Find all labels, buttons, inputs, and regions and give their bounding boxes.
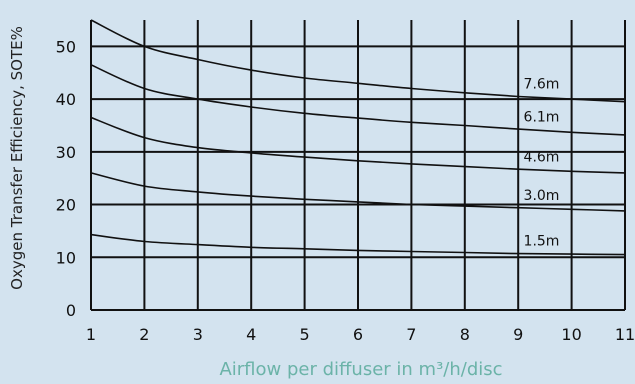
series-line-3: [90, 172, 626, 212]
x-axis-label: Airflow per diffuser in m³/h/disc: [219, 359, 502, 380]
x-tick-11: 11: [615, 325, 635, 344]
series-label-2: 4.6m: [524, 149, 560, 165]
series-line-1: [90, 64, 626, 136]
y-tick-0: 0: [66, 301, 76, 320]
y-tick-30: 30: [56, 143, 76, 162]
series-line-4: [90, 233, 626, 256]
y-tick-40: 40: [56, 90, 76, 109]
y-tick-10: 10: [56, 248, 76, 267]
series-label-1: 6.1m: [524, 109, 560, 125]
series-line-0: [90, 19, 626, 103]
x-tick-8: 8: [460, 325, 470, 344]
x-tick-3: 3: [193, 325, 203, 344]
curves: [90, 19, 626, 256]
x-tick-9: 9: [513, 325, 523, 344]
grid: [90, 20, 626, 311]
x-tick-1: 1: [86, 325, 96, 344]
y-axis-label: Oxygen Transfer Efficiency, SOTE%: [8, 26, 26, 290]
y-tick-50: 50: [56, 37, 76, 56]
series-label-0: 7.6m: [524, 77, 560, 93]
x-tick-4: 4: [246, 325, 256, 344]
x-tick-10: 10: [561, 325, 581, 344]
series-line-2: [90, 116, 626, 174]
x-tick-2: 2: [139, 325, 149, 344]
series-label-4: 1.5m: [524, 234, 560, 250]
x-tick-6: 6: [353, 325, 363, 344]
y-tick-20: 20: [56, 196, 76, 215]
x-tick-5: 5: [300, 325, 310, 344]
x-tick-7: 7: [406, 325, 416, 344]
series-label-3: 3.0m: [524, 188, 560, 204]
curve-labels: 7.6m 6.1m 4.6m 3.0m 1.5m: [524, 77, 560, 250]
tick-labels: 1 2 3 4 5 6 7 8 9 10 11 0 10 20 30 40 50: [56, 37, 635, 344]
